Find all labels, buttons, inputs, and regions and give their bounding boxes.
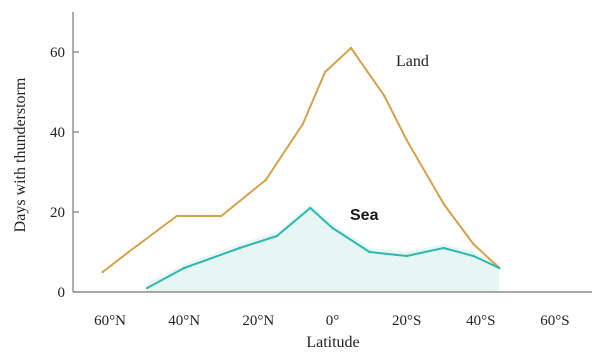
land-data-point xyxy=(301,122,305,126)
series-lines xyxy=(101,46,501,290)
sea-data-point xyxy=(498,266,501,270)
sea-data-point xyxy=(238,246,242,250)
x-tick-label: 40°S xyxy=(466,313,495,329)
land-data-point xyxy=(323,70,327,74)
x-axis-title: Latitude xyxy=(306,334,359,351)
land-data-point xyxy=(175,214,178,218)
y-tick-label: 40 xyxy=(50,125,65,141)
sea-data-point xyxy=(442,246,445,250)
sea-data-point xyxy=(145,286,149,290)
sea-data-point xyxy=(183,266,186,270)
land-data-point xyxy=(349,46,353,50)
land-data-point xyxy=(101,270,104,274)
y-tick-label: 0 xyxy=(58,285,66,301)
y-tick-label: 60 xyxy=(50,45,65,61)
x-tick-label: 20°S xyxy=(392,313,421,329)
land-data-point xyxy=(442,202,445,206)
y-axis-title: Days with thunderstorm xyxy=(12,77,29,232)
x-axis-ticks: 60°N 40°N 20°N 0° 20°S 40°S 60°S xyxy=(94,313,569,329)
sea-data-point xyxy=(472,254,475,258)
y-axis-ticks: 0 20 40 60 xyxy=(50,45,79,301)
sea-shading-area xyxy=(147,204,500,292)
land-data-point xyxy=(405,138,408,142)
land-series-label: Land xyxy=(396,53,429,70)
sea-data-point xyxy=(405,254,408,258)
sea-series-label: Sea xyxy=(350,207,379,224)
x-tick-label: 40°N xyxy=(168,313,200,329)
land-data-point xyxy=(264,178,267,182)
sea-data-point xyxy=(309,206,312,210)
x-tick-label: 0° xyxy=(326,313,340,329)
land-data-point xyxy=(472,242,475,246)
land-data-point xyxy=(220,214,223,218)
x-tick-label: 60°S xyxy=(540,313,569,329)
sea-data-point xyxy=(368,250,371,254)
sea-data-point xyxy=(275,234,279,238)
land-data-point xyxy=(127,250,130,254)
land-data-point xyxy=(383,94,386,98)
y-tick-label: 20 xyxy=(50,205,65,221)
sea-data-point xyxy=(331,226,334,230)
sea-shading xyxy=(147,204,500,292)
x-tick-label: 60°N xyxy=(94,313,126,329)
x-tick-label: 20°N xyxy=(242,313,274,329)
